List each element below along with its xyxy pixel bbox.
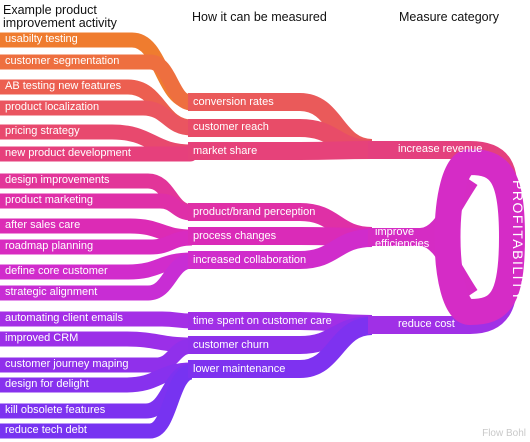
category-label-cost: reduce cost <box>398 318 455 330</box>
measure-label: product/brand perception <box>193 206 316 218</box>
activity-ribbon <box>0 193 193 221</box>
activity-ribbon <box>0 100 193 136</box>
profitability-loop <box>434 148 526 326</box>
header-activity-line1: Example product <box>3 3 97 17</box>
measure-label: market share <box>193 145 258 157</box>
activity-label: new product development <box>5 147 131 159</box>
activity-label: design for delight <box>5 378 89 390</box>
measure-label: process changes <box>193 230 277 242</box>
outcome-label: PROFITABILITY <box>510 180 526 302</box>
activity-label: strategic alignment <box>5 286 98 298</box>
header-activity: Example product improvement activity <box>3 4 117 30</box>
measure-label: customer reach <box>193 121 269 133</box>
activity-label: usabilty testing <box>5 33 78 45</box>
activity-label: AB testing new features <box>5 80 122 92</box>
measure-label: time spent on customer care <box>193 315 332 327</box>
activity-label: product localization <box>5 101 100 113</box>
activity-ribbon <box>0 253 194 301</box>
header-category: Measure category <box>399 10 500 24</box>
category-label-efficiencies-line2: efficiencies <box>375 238 430 250</box>
credit-text: Flow Bohl <box>482 428 526 439</box>
activity-ribbon <box>0 338 193 373</box>
header-activity-line2: improvement activity <box>3 16 117 30</box>
activity-label: automating client emails <box>5 312 124 324</box>
activity-label: product marketing <box>5 194 94 206</box>
activity-ribbon <box>0 230 193 255</box>
activity-ribbon <box>0 311 193 329</box>
activity-label: reduce tech debt <box>5 424 87 436</box>
activity-label: after sales care <box>5 219 81 231</box>
measure-label: conversion rates <box>193 96 274 108</box>
measure-label: customer churn <box>193 339 269 351</box>
measure-label: lower maintenance <box>193 363 286 375</box>
measure-ribbon <box>188 141 373 160</box>
category-label-efficiencies-line1: improve <box>375 226 415 238</box>
measure-ribbon <box>188 317 373 378</box>
activity-label: customer segmentation <box>5 55 120 67</box>
activity-label: pricing strategy <box>5 125 80 137</box>
activity-ribbon <box>0 54 194 111</box>
activity-label: define core customer <box>5 265 108 277</box>
activity-label: kill obsolete features <box>5 404 106 416</box>
header-measure: How it can be measured <box>192 10 327 24</box>
category-label-efficiencies: improve efficiencies <box>375 226 429 250</box>
activity-label: customer journey maping <box>5 358 129 370</box>
activity-label: improved CRM <box>5 332 79 344</box>
activity-ribbon <box>0 364 194 439</box>
activity-label: design improvements <box>5 174 110 186</box>
category-label-revenue: increase revenue <box>398 143 483 155</box>
measure-label: increased collaboration <box>193 254 307 266</box>
measure-ribbon <box>188 229 373 269</box>
activity-label: roadmap planning <box>5 240 94 252</box>
